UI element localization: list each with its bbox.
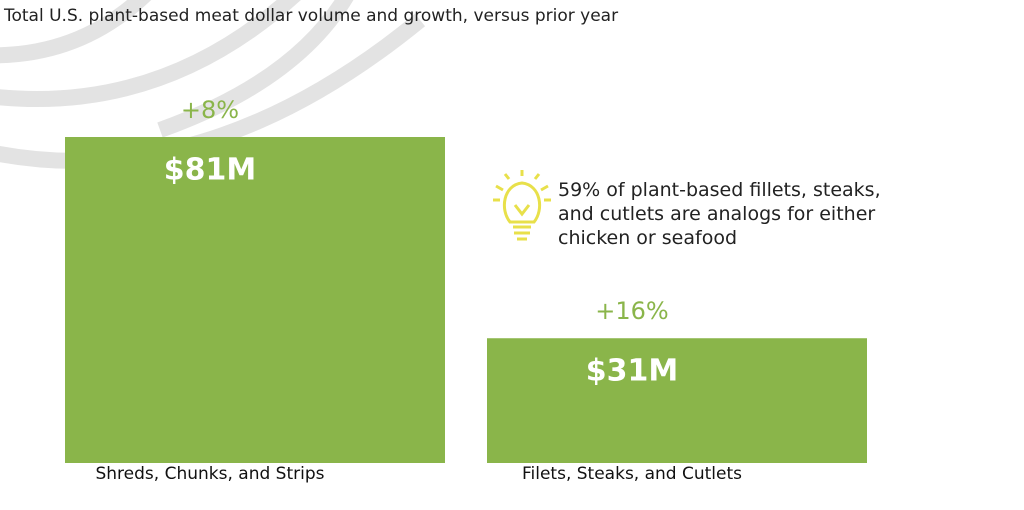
value-label: $81M xyxy=(164,153,256,188)
annotation: 59% of plant-based fillets, steaks, and c… xyxy=(558,179,881,249)
value-label: $31M xyxy=(586,354,678,389)
growth-label: +8% xyxy=(181,96,239,124)
x-tick-label: Shreds, Chunks, and Strips xyxy=(95,464,324,484)
bar xyxy=(65,137,445,463)
x-tick-label: Filets, Steaks, and Cutlets xyxy=(522,464,742,484)
chart-title: Total U.S. plant-based meat dollar volum… xyxy=(3,6,618,26)
growth-label: +16% xyxy=(595,297,668,325)
lightbulb-icon xyxy=(493,170,551,241)
bar xyxy=(487,338,867,463)
